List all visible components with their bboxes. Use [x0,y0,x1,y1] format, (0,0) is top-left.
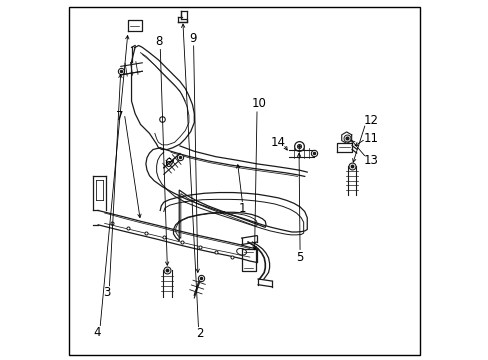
Text: 7: 7 [116,110,123,123]
Text: 12: 12 [363,114,377,127]
Text: 5: 5 [296,251,303,264]
Text: 6: 6 [163,157,171,170]
Text: 9: 9 [188,32,196,45]
Text: 11: 11 [363,132,377,145]
Text: 10: 10 [251,98,266,111]
Text: 3: 3 [102,287,110,300]
Text: 1: 1 [239,202,246,215]
Text: 8: 8 [155,35,163,49]
Text: 14: 14 [270,136,285,149]
Text: 13: 13 [363,154,377,167]
Text: 4: 4 [93,326,101,339]
Text: 2: 2 [196,327,203,340]
